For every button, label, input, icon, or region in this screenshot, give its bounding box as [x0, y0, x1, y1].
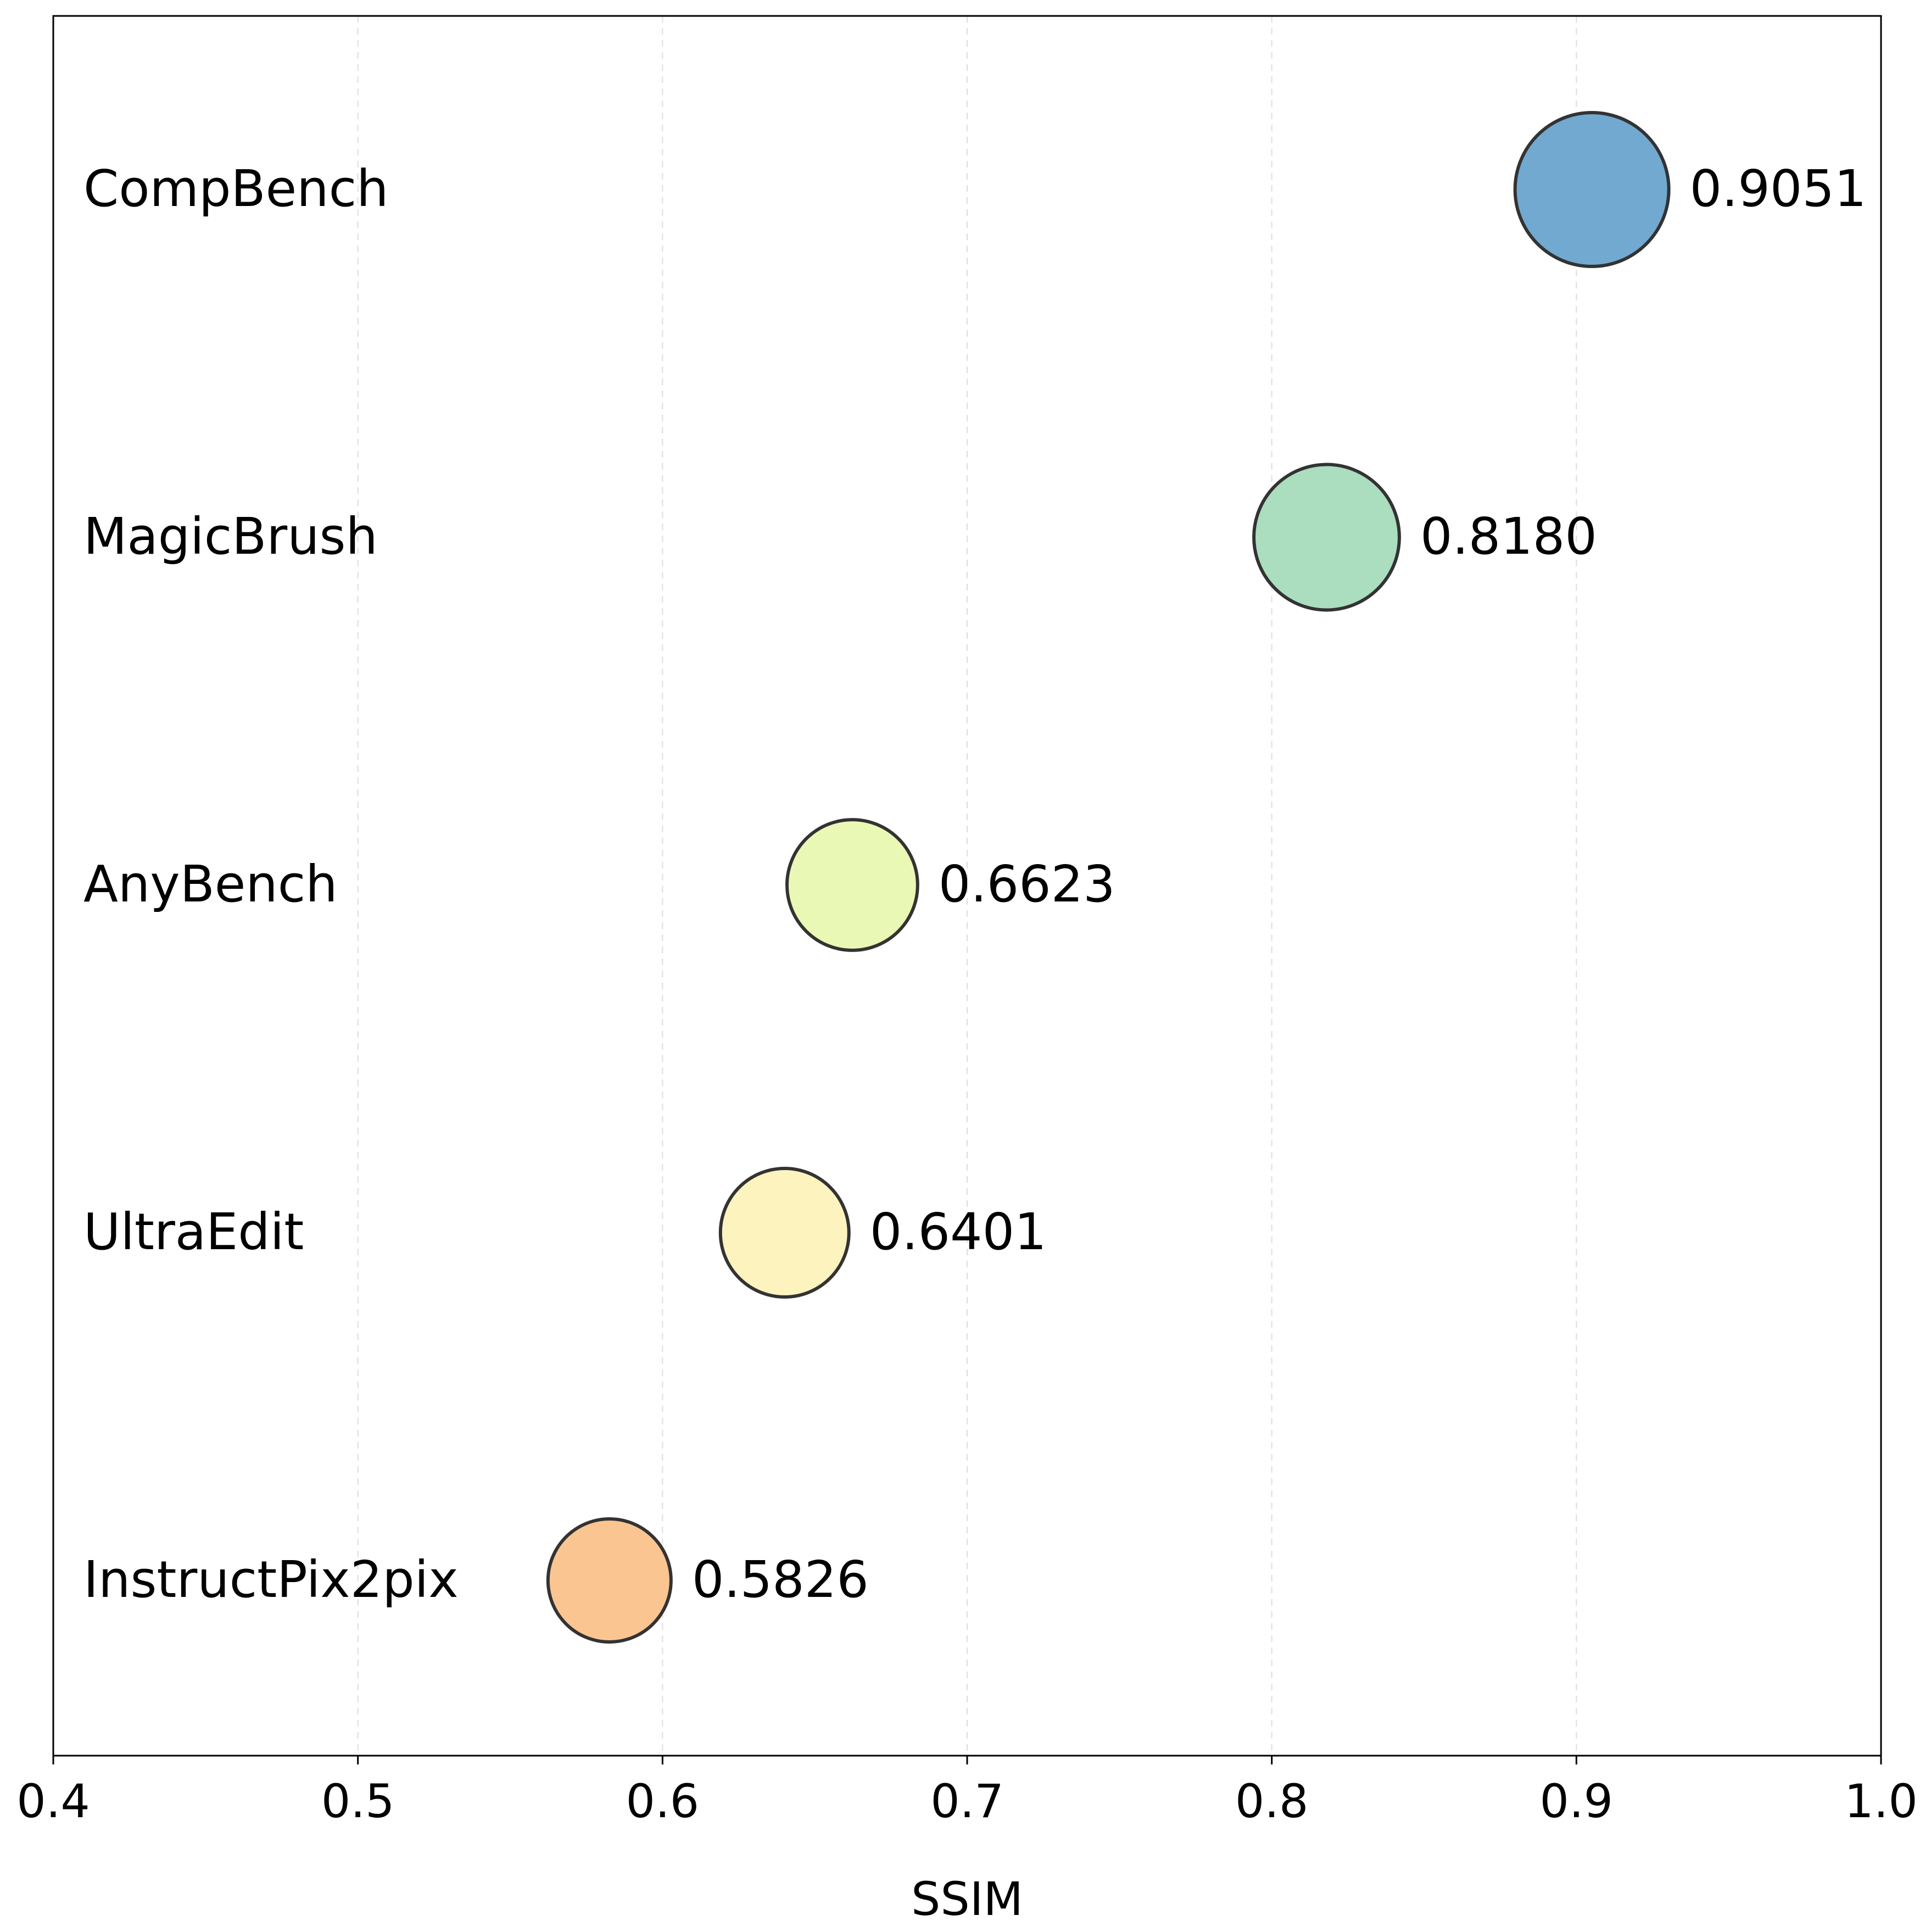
- bubble-marker: [1252, 463, 1401, 612]
- x-tick-label: 1.0: [1844, 1774, 1918, 1828]
- value-label: 0.8180: [1420, 507, 1597, 566]
- bubble-marker: [546, 1517, 673, 1644]
- x-tick-label: 0.6: [626, 1774, 700, 1828]
- x-tick-label: 0.8: [1235, 1774, 1309, 1828]
- value-label: 0.9051: [1690, 159, 1867, 218]
- x-axis-label: SSIM: [911, 1872, 1023, 1926]
- category-label: AnyBench: [83, 855, 338, 914]
- x-tick-label: 0.7: [930, 1774, 1004, 1828]
- value-label: 0.5826: [692, 1550, 869, 1609]
- category-label: InstructPix2pix: [83, 1550, 459, 1609]
- x-tick-label: 0.4: [16, 1774, 90, 1828]
- data-labels: CompBench 0.9051 MagicBrush 0.8180 AnyBench 0…: [83, 159, 1867, 1609]
- bubble-marker: [718, 1167, 851, 1299]
- category-label: CompBench: [83, 159, 388, 218]
- value-label: 0.6623: [939, 855, 1115, 914]
- bubble-marker: [785, 818, 919, 952]
- category-label: UltraEdit: [83, 1202, 304, 1261]
- category-label: MagicBrush: [83, 507, 378, 566]
- bubble-marker: [1513, 111, 1671, 268]
- x-tick-label: 0.5: [321, 1774, 395, 1828]
- x-tick-label: 0.9: [1540, 1774, 1614, 1828]
- bubble-markers: [546, 111, 1671, 1644]
- x-axis-ticks: 0.4 0.5 0.6 0.7 0.8 0.9 1.0: [16, 1756, 1918, 1828]
- value-label: 0.6401: [870, 1202, 1047, 1261]
